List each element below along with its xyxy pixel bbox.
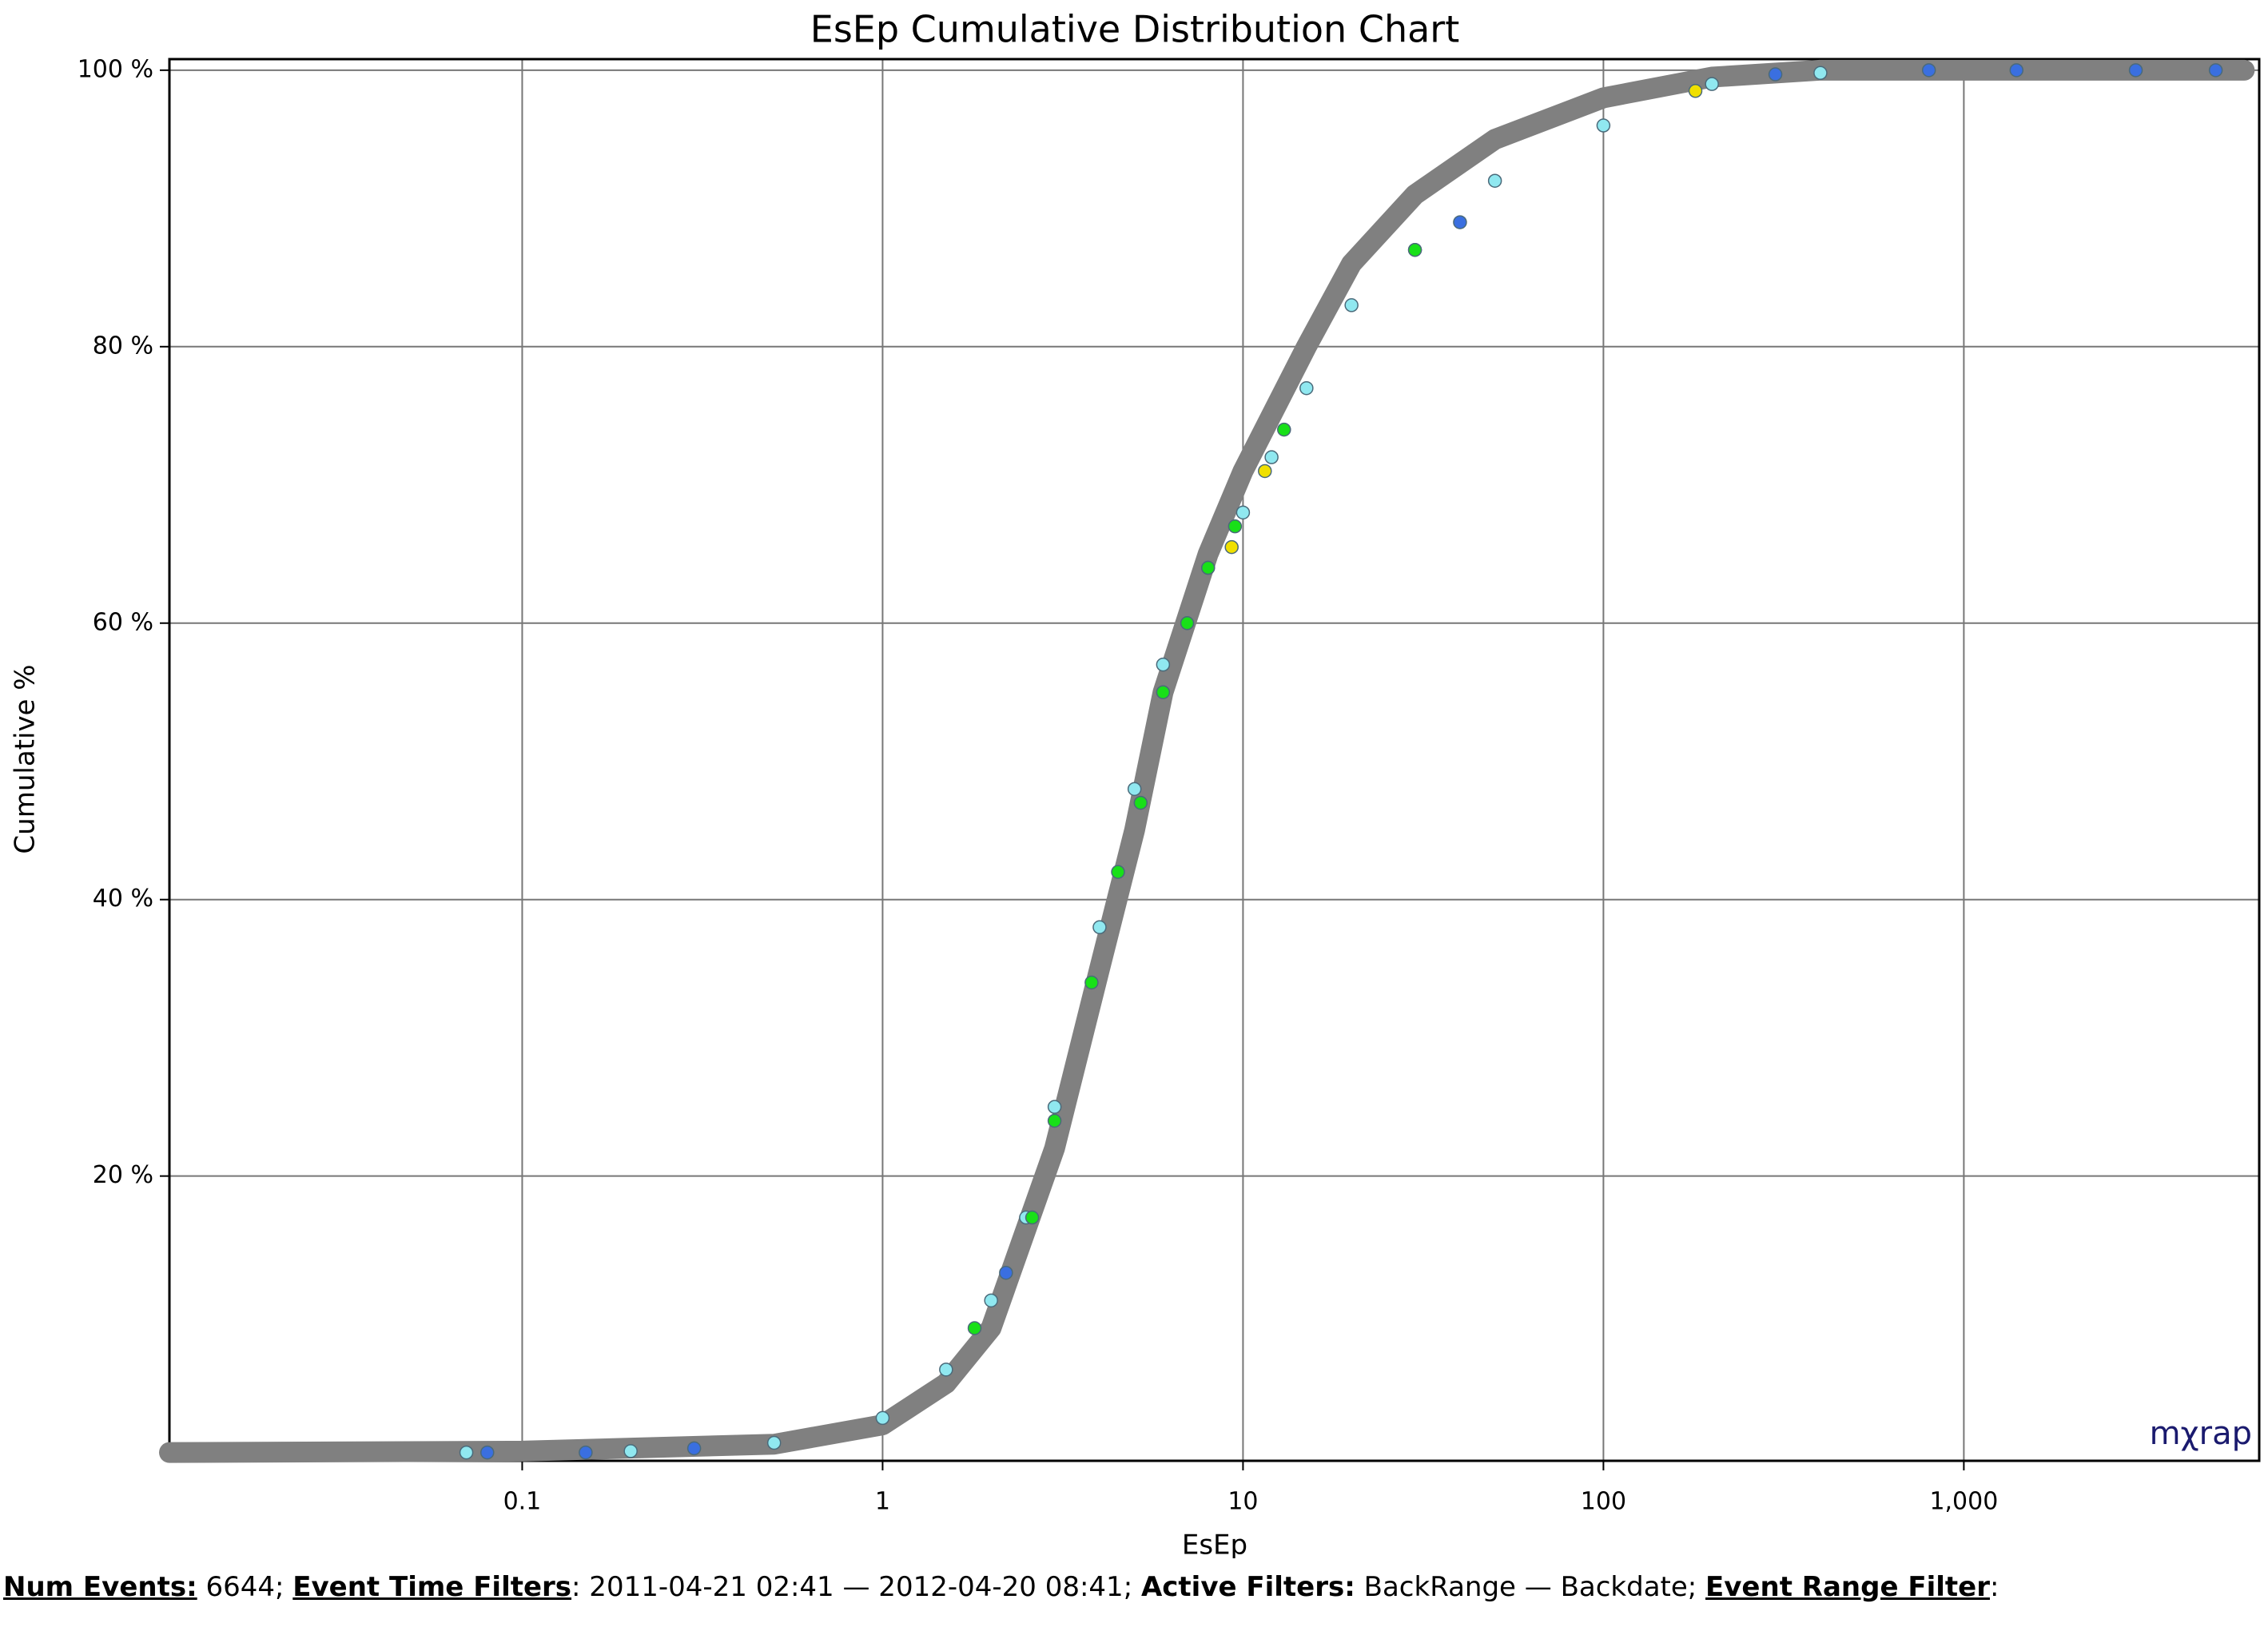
data-point (1768, 67, 1783, 82)
data-point (1156, 657, 1171, 672)
data-point (1047, 1113, 1062, 1128)
data-point (1258, 463, 1272, 479)
data-point (1133, 795, 1148, 810)
data-point (2208, 63, 2223, 78)
footer-text: Active Filters: (1140, 1571, 1355, 1603)
data-point (939, 1363, 953, 1377)
data-point (1487, 173, 1502, 188)
data-point (2009, 63, 2024, 78)
data-point (1025, 1210, 1040, 1225)
data-point (1921, 63, 1936, 78)
chart-title: EsEp Cumulative Distribution Chart (810, 8, 1459, 51)
data-point (1277, 422, 1291, 437)
data-point (479, 1445, 495, 1460)
data-point (1344, 298, 1359, 312)
x-axis-label: EsEp (1182, 1530, 1247, 1559)
y-tick-label: 20 % (93, 1161, 153, 1189)
data-point (1688, 84, 1703, 98)
data-point (459, 1445, 474, 1460)
footer-text: Event Time Filters (292, 1571, 572, 1603)
data-point (1047, 1100, 1062, 1114)
data-point (875, 1410, 890, 1426)
y-tick-label: 100 % (78, 55, 153, 83)
footer: Num Events: 6644; Event Time Filters: 20… (3, 1571, 1999, 1603)
data-point (623, 1444, 638, 1458)
data-point (984, 1293, 998, 1308)
data-point (1156, 685, 1171, 699)
y-tick-label: 40 % (93, 885, 153, 913)
data-point (1596, 118, 1611, 133)
x-tick-label: 100 (1581, 1488, 1626, 1516)
data-point (1453, 215, 1467, 229)
y-tick-label: 80 % (93, 332, 153, 360)
data-point (1299, 380, 1314, 396)
data-point (999, 1265, 1013, 1280)
footer-text: Num Events: (3, 1571, 197, 1603)
footer-text: : 2011-04-21 02:41 — 2012-04-20 08:41; (571, 1571, 1141, 1603)
footer-text: BackRange — Backdate; (1355, 1571, 1706, 1603)
footer-text: Event Range Filter (1705, 1571, 1990, 1603)
data-point (1180, 616, 1195, 631)
data-point (1224, 539, 1239, 555)
y-axis-label: Cumulative % (10, 664, 42, 853)
footer-text: : (1989, 1571, 1999, 1603)
footer-text: 6644; (197, 1571, 293, 1603)
x-tick-label: 0.1 (503, 1488, 542, 1516)
data-point (1228, 519, 1243, 534)
x-tick-label: 1,000 (1929, 1488, 1998, 1516)
data-point (1200, 560, 1216, 575)
cdf-line (159, 59, 2255, 1463)
data-point (1092, 920, 1107, 935)
logo: mχrap (2150, 1415, 2252, 1452)
data-point (1235, 505, 1251, 520)
data-point (1127, 782, 1142, 797)
x-tick-label: 10 (1228, 1488, 1258, 1516)
x-tick-label: 1 (875, 1488, 890, 1516)
plot-frame (168, 58, 2261, 1462)
data-point (1111, 865, 1125, 879)
data-point (2128, 63, 2143, 78)
data-point (766, 1435, 782, 1450)
data-point (1084, 975, 1099, 990)
data-point (686, 1441, 702, 1456)
data-point (1407, 242, 1422, 257)
data-point (1705, 77, 1719, 91)
data-point (1813, 66, 1828, 81)
data-point (967, 1321, 982, 1335)
data-point (1264, 450, 1279, 464)
chart: EsEp Cumulative Distribution Chart EsEp … (10, 8, 2261, 1559)
y-tick-label: 60 % (93, 608, 153, 636)
data-point (579, 1445, 593, 1460)
